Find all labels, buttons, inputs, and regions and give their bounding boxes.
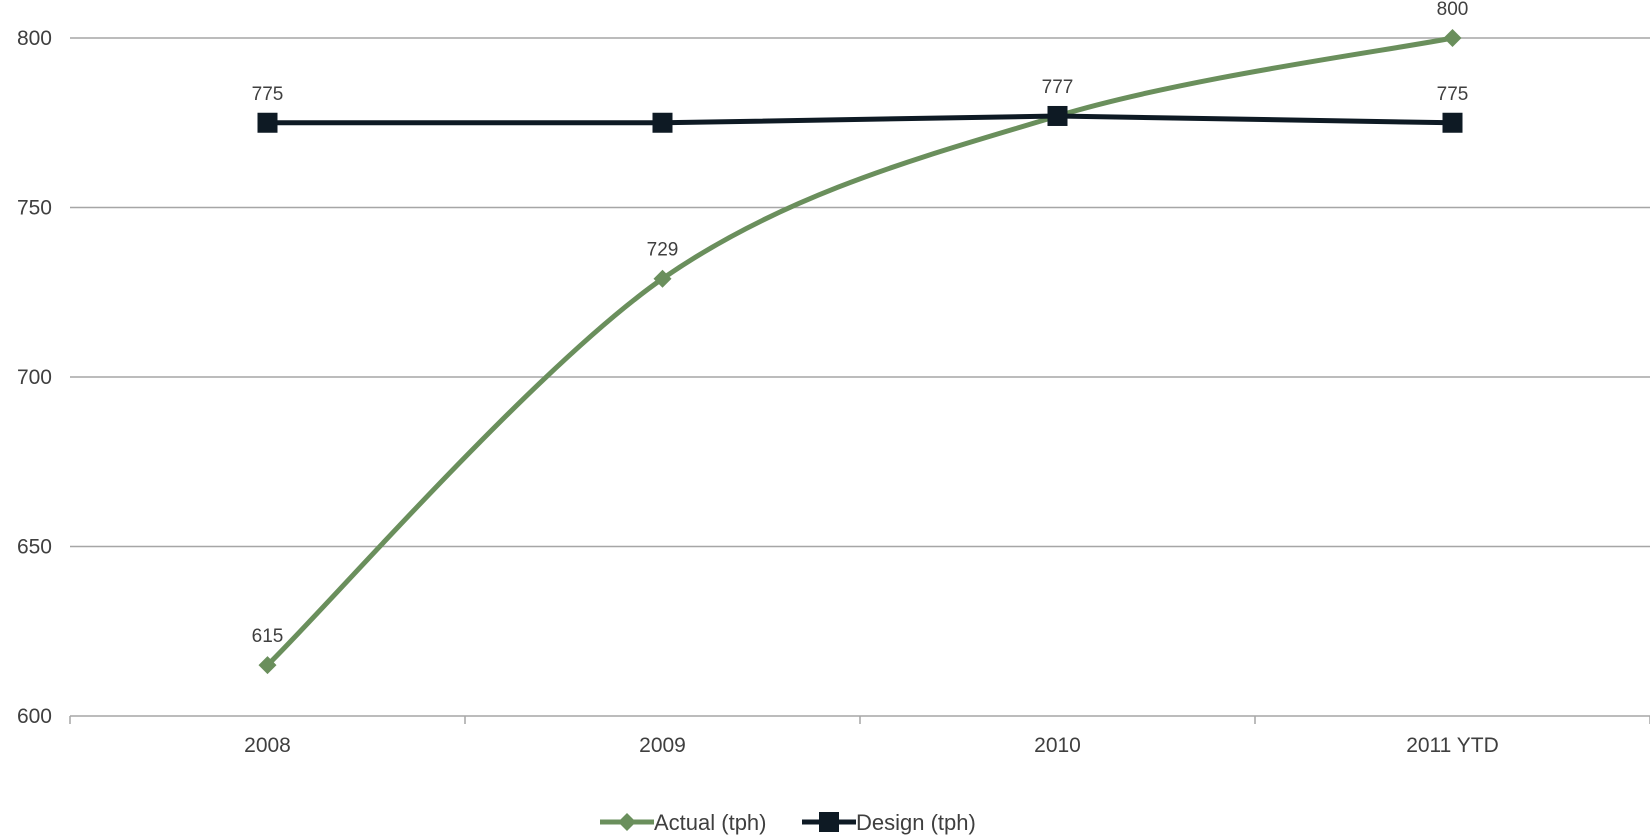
y-tick-label: 700 [17,366,52,389]
x-tick-label: 2011 YTD [1406,734,1499,757]
y-tick-label: 600 [17,705,52,728]
series-line-actual-tph [265,35,1455,668]
data-labels: 615 729 800 775 777 775 [252,0,1469,647]
legend-label-actual-tph: Actual (tph) [654,810,767,835]
legend-label-design-tph: Design (tph) [856,810,976,835]
data-point-actual-tph [258,656,277,675]
data-point-design-tph [1442,112,1463,133]
data-label-design-tph: 777 [1042,77,1074,98]
gridlines [70,37,1650,548]
x-tick-label: 2008 [244,734,291,757]
data-point-design-tph [257,112,278,133]
data-label-actual-tph: 615 [252,626,284,647]
x-tick-label: 2009 [639,734,686,757]
y-tick-label: 750 [17,197,52,220]
x-axis-tick-labels: 2008 2009 2010 2011 YTD [244,734,1499,757]
legend-marker-actual-tph [618,813,636,831]
data-label-design-tph: 775 [1437,84,1469,105]
x-axis [69,715,1650,724]
data-label-design-tph: 775 [252,84,284,105]
data-label-actual-tph: 729 [647,240,679,261]
data-point-actual-tph [653,269,672,288]
data-point-actual-tph [1443,29,1462,47]
y-tick-label: 800 [17,27,52,50]
series [257,29,1463,675]
x-tick-label: 2010 [1034,734,1081,757]
series-line-design-tph [265,113,1455,126]
y-axis-tick-labels: 600 650 700 750 800 [17,27,52,728]
y-tick-label: 650 [17,536,52,559]
legend: Actual (tph) Design (tph) [600,810,976,835]
legend-marker-design-tph [819,812,839,832]
data-label-actual-tph: 800 [1437,0,1469,20]
data-point-design-tph [1047,105,1068,126]
data-point-design-tph [652,112,673,133]
